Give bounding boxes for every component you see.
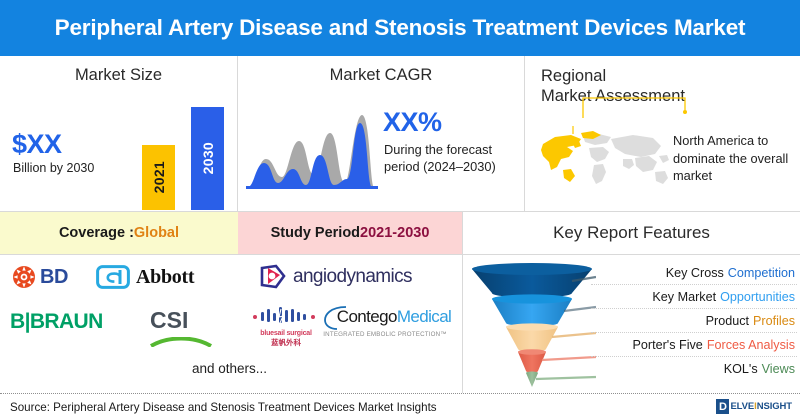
key-report-features-title: Key Report Features: [462, 212, 800, 255]
banner-row: Coverage : Global Study Period 2021-2030…: [0, 212, 800, 255]
angiodynamics-mark-icon: [260, 264, 286, 289]
feature-plain-0: Key Cross: [665, 265, 724, 280]
coverage-label: Coverage :: [58, 225, 134, 241]
feature-list: Key Cross Competition Key Market Opportuni…: [591, 261, 797, 381]
coverage-banner: Coverage : Global: [0, 212, 238, 255]
cagr-area-chart-icon: [246, 111, 378, 194]
bbraun-wordmark: B|BRAUN: [10, 310, 103, 333]
csi-arc-icon: [149, 336, 213, 348]
contego-swoosh-icon: [324, 306, 347, 330]
market-size-title: Market Size: [74, 66, 163, 84]
header-banner: Peripheral Artery Disease and Stenosis T…: [0, 0, 800, 56]
and-others-label: and others...: [192, 361, 268, 376]
delveinsight-part2: I: [754, 401, 757, 412]
delveinsight-wordmark: ELVEINSIGHT: [730, 401, 792, 412]
study-period-value: 2021-2030: [360, 225, 430, 241]
regional-note: North America to dominate the overall ma…: [673, 133, 789, 184]
abbott-a-icon: [96, 265, 130, 289]
feature-item-kol-views: KOL's Views: [591, 357, 797, 381]
panel-market-size: Market Size $XX Billion by 2030 2021 203…: [0, 56, 238, 212]
contego-tagline: INTEGRATED EMBOLIC PROTECTION™: [323, 331, 447, 338]
feature-item-forces-analysis: Porter's Five Forces Analysis: [591, 333, 797, 357]
market-cagr-value: XX%: [383, 107, 442, 137]
abbott-wordmark: Abbott: [136, 265, 195, 288]
feature-plain-1: Key Market: [652, 289, 717, 304]
bd-sunburst-icon: [13, 266, 35, 288]
logo-csi: CSI: [149, 307, 213, 352]
logo-bd: BD: [12, 265, 68, 289]
feature-plain-4: KOL's: [723, 362, 758, 376]
panel-market-cagr: Market CAGR XX% During the forecast peri…: [238, 56, 525, 212]
funnel-chart-icon: [468, 259, 597, 394]
feature-item-opportunities: Key Market Opportunities: [591, 285, 797, 309]
study-period-banner: Study Period 2021-2030: [238, 212, 462, 255]
csi-wordmark: CSI: [150, 307, 189, 333]
bluesail-waveform-icon: [253, 307, 315, 324]
feature-accent-4: Views: [761, 362, 795, 376]
delveinsight-part3: NSIGHT: [756, 401, 792, 412]
footer: Source: Peripheral Artery Disease and St…: [0, 393, 800, 420]
market-size-subtitle: Billion by 2030: [13, 161, 95, 175]
bluesail-chinese-wordmark: 蓝帆外科: [271, 338, 301, 347]
angiodynamics-wordmark: angiodynamics: [293, 266, 413, 287]
logo-contego-medical: ContegoMedical INTEGRATED EMBOLIC PROTEC…: [318, 306, 452, 338]
feature-item-competition: Key Cross Competition: [591, 261, 797, 285]
feature-accent-3: Forces Analysis: [706, 337, 795, 352]
delveinsight-logo: D ELVEINSIGHT: [716, 399, 792, 414]
regional-body: North America to dominate the overall ma…: [525, 106, 800, 214]
logo-bbraun: B|BRAUN: [10, 310, 103, 334]
company-logos-pane: BD Abbott angiodynamics: [0, 255, 462, 393]
market-size-body: $XX Billion by 2030 2021 2030: [0, 85, 237, 210]
feature-item-profiles: Product Profiles: [591, 309, 797, 333]
bd-wordmark: BD: [40, 265, 68, 288]
bar-2030: 2030: [191, 107, 224, 210]
contego-word2: Medical: [396, 307, 452, 326]
regional-title-line1: Regional: [541, 67, 607, 85]
bar-2021: 2021: [142, 145, 175, 210]
logo-angiodynamics: angiodynamics: [258, 263, 413, 291]
feature-accent-1: Opportunities: [720, 289, 795, 304]
market-size-value: $XX: [12, 129, 62, 159]
key-report-features-pane: Key Cross Competition Key Market Opportuni…: [462, 255, 800, 393]
bar-2030-label: 2030: [199, 142, 216, 175]
feature-accent-2: Profiles: [753, 313, 795, 328]
study-period-label: Study Period: [270, 225, 361, 241]
world-map-icon: [537, 124, 673, 201]
logo-bluesail-surgical: bluesail surgical 蓝帆外科: [248, 305, 324, 348]
logo-abbott: Abbott: [96, 265, 195, 289]
market-cagr-body: XX% During the forecast period (2024–203…: [238, 85, 524, 203]
top-panels-row: Market Size $XX Billion by 2030 2021 203…: [0, 56, 800, 212]
bottom-row: BD Abbott angiodynamics: [0, 255, 800, 393]
bluesail-wordmark: bluesail surgical: [260, 330, 312, 337]
panel-regional-assessment: Regional Market Assessment: [525, 56, 800, 212]
market-cagr-note: During the forecast period (2024–2030): [384, 142, 496, 175]
feature-plain-2: Product: [705, 313, 749, 328]
delveinsight-part1: ELVE: [730, 401, 755, 412]
coverage-value: Global: [133, 225, 180, 241]
feature-accent-0: Competition: [727, 265, 795, 280]
delveinsight-d-icon: D: [716, 399, 730, 414]
regional-callout-connector: [582, 97, 687, 118]
feature-plain-3: Porter's Five: [632, 337, 703, 352]
regional-title: Regional Market Assessment: [525, 56, 800, 106]
bar-2021-label: 2021: [150, 161, 167, 194]
contego-word1: Contego: [336, 307, 398, 326]
regional-title-line2: Market Assessment: [541, 87, 685, 106]
market-cagr-title: Market CAGR: [329, 66, 433, 84]
footer-source-text: Source: Peripheral Artery Disease and St…: [10, 400, 437, 414]
page-title: Peripheral Artery Disease and Stenosis T…: [54, 15, 746, 40]
